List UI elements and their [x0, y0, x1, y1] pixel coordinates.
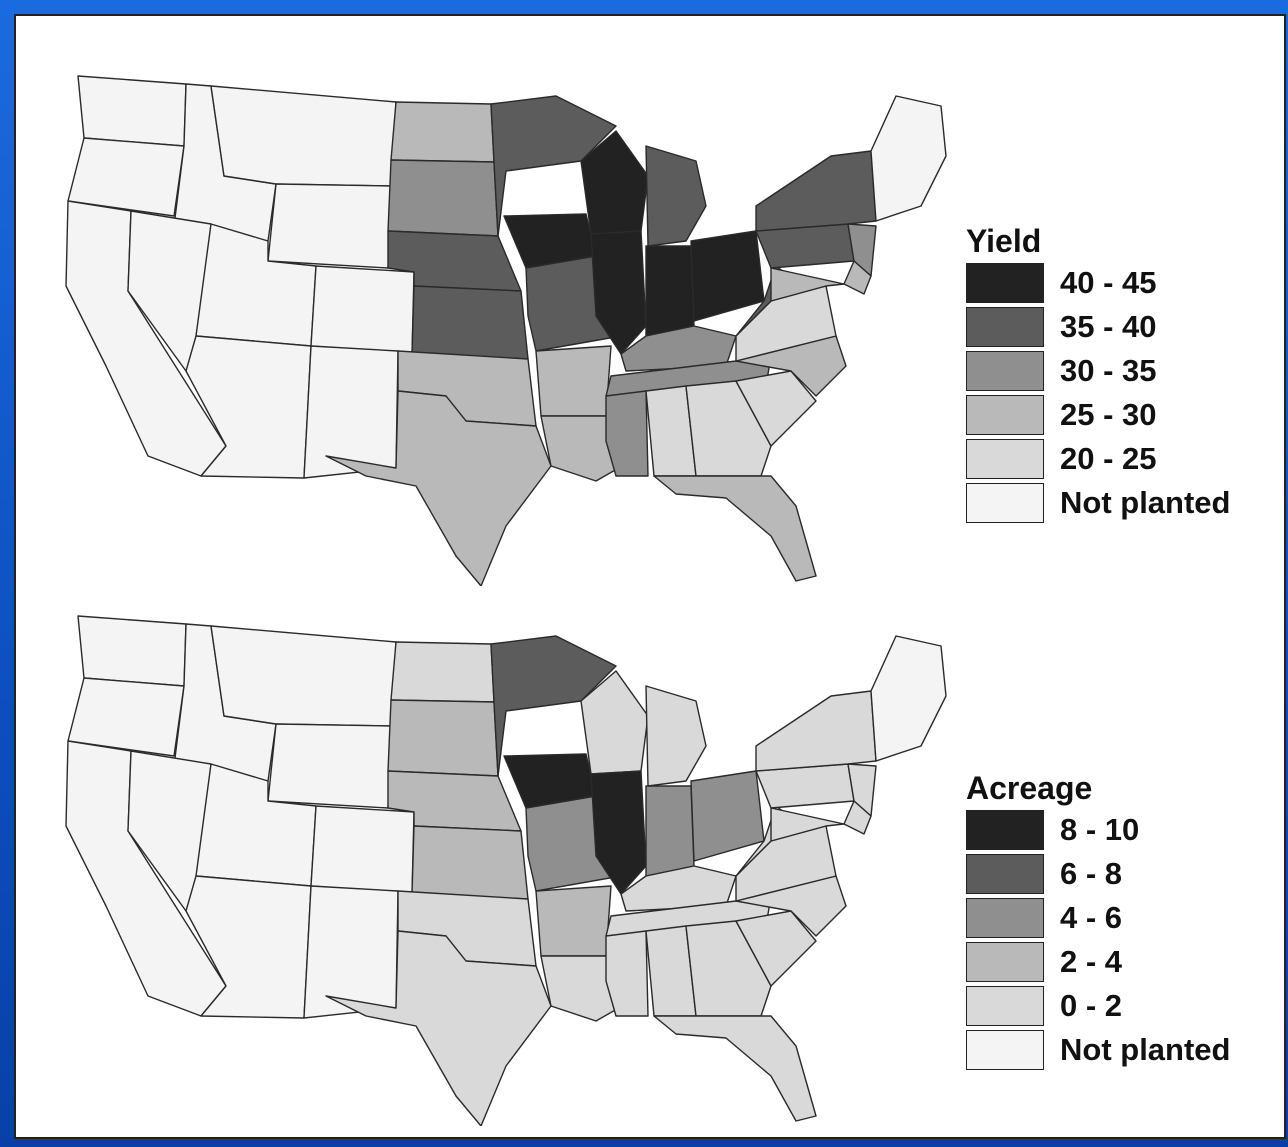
- legend-label: Not planted: [1060, 1032, 1231, 1067]
- yield-legend-item: 30 - 35: [966, 349, 1231, 393]
- state-ks: [411, 285, 529, 360]
- acreage-legend-item: 2 - 4: [966, 940, 1231, 984]
- yield-legend-item: 20 - 25: [966, 437, 1231, 481]
- legend-label: 25 - 30: [1060, 397, 1157, 432]
- legend-label: 8 - 10: [1060, 812, 1140, 847]
- acreage-map-svg: [65, 615, 947, 1126]
- state-sd: [387, 699, 499, 777]
- legend-swatch: [966, 942, 1044, 982]
- state-pa: [755, 763, 855, 809]
- legend-label: 40 - 45: [1060, 265, 1157, 300]
- state-de: [843, 800, 872, 835]
- state-pa: [755, 223, 855, 269]
- state-oh: [690, 230, 765, 322]
- legend-label: 30 - 35: [1060, 353, 1157, 388]
- state-ne-states: [870, 95, 947, 222]
- legend-label: 35 - 40: [1060, 309, 1157, 344]
- state-oh: [690, 770, 765, 862]
- state-md: [770, 267, 845, 302]
- legend-swatch: [966, 263, 1044, 303]
- yield-legend-item: 25 - 30: [966, 393, 1231, 437]
- legend-label: 6 - 8: [1060, 856, 1123, 891]
- state-ne-states: [870, 635, 947, 762]
- state-sd: [387, 159, 499, 237]
- state-nm: [303, 885, 399, 1019]
- acreage-legend-item: Not planted: [966, 1028, 1231, 1072]
- state-or: [67, 137, 185, 217]
- legend-swatch: [966, 854, 1044, 894]
- figure-frame: Yield 40 - 45 35 - 40 30 - 35 25 - 30 20…: [14, 14, 1286, 1139]
- legend-swatch: [966, 986, 1044, 1026]
- acreage-map: [36, 576, 956, 1126]
- acreage-legend-item: 4 - 6: [966, 896, 1231, 940]
- yield-legend-item: 35 - 40: [966, 305, 1231, 349]
- state-sc: [735, 370, 817, 447]
- state-wa: [77, 615, 187, 687]
- yield-map: [36, 36, 956, 586]
- state-tx: [325, 930, 552, 1126]
- state-or: [67, 677, 185, 757]
- acreage-legend-title: Acreage: [966, 770, 1093, 806]
- legend-swatch: [966, 351, 1044, 391]
- legend-label: 4 - 6: [1060, 900, 1123, 935]
- legend-swatch: [966, 439, 1044, 479]
- acreage-legend: Acreage 8 - 10 6 - 8 4 - 6 2 - 4 0 - 2 N…: [966, 768, 1231, 1072]
- state-mi: [645, 685, 707, 787]
- state-wa: [77, 75, 187, 147]
- acreage-legend-item: 0 - 2: [966, 984, 1231, 1028]
- acreage-legend-item: 6 - 8: [966, 852, 1231, 896]
- legend-label: Not planted: [1060, 485, 1231, 520]
- state-fl: [653, 475, 817, 582]
- state-ms: [605, 390, 649, 477]
- yield-map-svg: [65, 75, 947, 586]
- legend-swatch: [966, 395, 1044, 435]
- state-il: [590, 230, 647, 355]
- state-ga: [685, 380, 772, 477]
- state-mi: [645, 145, 707, 247]
- legend-label: 0 - 2: [1060, 988, 1123, 1023]
- yield-legend-item: Not planted: [966, 481, 1231, 525]
- legend-label: 2 - 4: [1060, 944, 1123, 979]
- state-ny: [755, 690, 877, 772]
- state-wy: [267, 723, 392, 809]
- legend-swatch: [966, 307, 1044, 347]
- state-ks: [411, 825, 529, 900]
- legend-label: 20 - 25: [1060, 441, 1157, 476]
- state-nd: [390, 641, 495, 703]
- yield-legend: Yield 40 - 45 35 - 40 30 - 35 25 - 30 20…: [966, 221, 1231, 525]
- legend-swatch: [966, 483, 1044, 523]
- legend-swatch: [966, 898, 1044, 938]
- state-md: [770, 807, 845, 842]
- state-ms: [605, 930, 649, 1017]
- state-wi: [580, 130, 649, 235]
- state-in: [645, 245, 695, 337]
- acreage-legend-item: 8 - 10: [966, 808, 1231, 852]
- state-mn: [490, 635, 617, 777]
- state-fl: [653, 1015, 817, 1122]
- state-wi: [580, 670, 649, 775]
- state-sc: [735, 910, 817, 987]
- state-ar: [535, 885, 612, 957]
- state-co: [310, 805, 415, 895]
- state-tx: [325, 390, 552, 586]
- state-ar: [535, 345, 612, 417]
- state-nm: [303, 345, 399, 479]
- state-il: [590, 770, 647, 895]
- state-ny: [755, 150, 877, 232]
- state-wy: [267, 183, 392, 269]
- state-in: [645, 785, 695, 877]
- state-nd: [390, 101, 495, 163]
- state-de: [843, 260, 872, 295]
- state-mt: [210, 625, 397, 727]
- state-ga: [685, 920, 772, 1017]
- legend-swatch: [966, 810, 1044, 850]
- state-mn: [490, 95, 617, 237]
- legend-swatch: [966, 1030, 1044, 1070]
- yield-legend-item: 40 - 45: [966, 261, 1231, 305]
- yield-legend-title: Yield: [966, 223, 1042, 259]
- state-co: [310, 265, 415, 355]
- state-mt: [210, 85, 397, 187]
